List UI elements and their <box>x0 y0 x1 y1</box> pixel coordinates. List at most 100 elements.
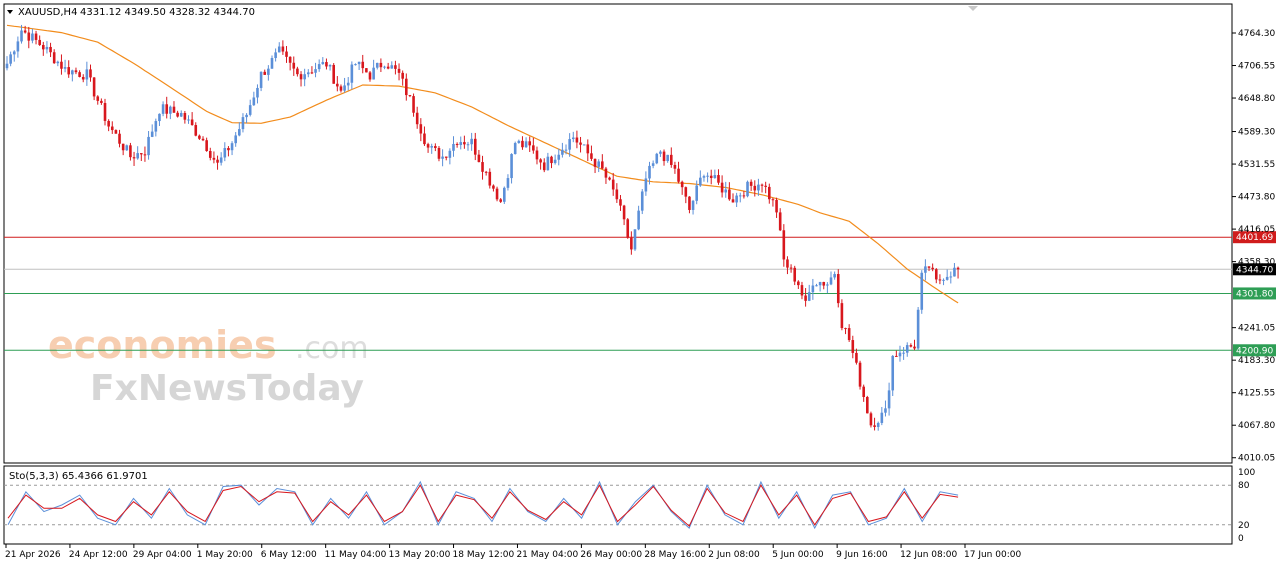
candle[interactable] <box>938 274 942 285</box>
candle[interactable] <box>125 144 129 151</box>
candle[interactable] <box>473 132 477 161</box>
candle[interactable] <box>60 54 63 75</box>
candle[interactable] <box>695 180 698 205</box>
candle[interactable] <box>735 192 738 208</box>
candle[interactable] <box>477 149 481 163</box>
candle[interactable] <box>52 49 56 64</box>
candle[interactable] <box>292 56 296 76</box>
candle[interactable] <box>902 346 905 360</box>
candle[interactable] <box>405 73 408 101</box>
candle[interactable] <box>622 204 626 226</box>
candle[interactable] <box>132 151 136 166</box>
candle[interactable] <box>691 199 695 215</box>
candle[interactable] <box>354 63 357 66</box>
candle[interactable] <box>419 118 423 142</box>
candle[interactable] <box>241 113 245 133</box>
candle[interactable] <box>713 169 717 179</box>
candle[interactable] <box>263 69 267 75</box>
candle[interactable] <box>797 280 800 289</box>
candle[interactable] <box>782 224 786 267</box>
candle[interactable] <box>118 129 121 148</box>
candle[interactable] <box>742 190 746 199</box>
candle[interactable] <box>895 350 898 357</box>
candle[interactable] <box>876 421 880 431</box>
candle[interactable] <box>571 131 575 143</box>
candle[interactable] <box>452 136 455 157</box>
candle[interactable] <box>310 66 314 75</box>
candle[interactable] <box>517 139 521 144</box>
candle[interactable] <box>306 69 310 78</box>
candle[interactable] <box>9 51 12 67</box>
candle[interactable] <box>194 122 198 137</box>
candle[interactable] <box>96 95 100 105</box>
candle[interactable] <box>71 69 74 82</box>
candle[interactable] <box>873 417 876 431</box>
candle[interactable] <box>764 181 767 194</box>
candle[interactable] <box>709 169 713 185</box>
candle[interactable] <box>190 112 194 126</box>
candle[interactable] <box>430 143 434 154</box>
candle[interactable] <box>325 58 328 70</box>
candle[interactable] <box>415 106 419 129</box>
candle[interactable] <box>492 184 495 192</box>
candle[interactable] <box>909 343 913 348</box>
candle[interactable] <box>630 231 633 255</box>
candle[interactable] <box>317 59 321 72</box>
candle[interactable] <box>532 137 535 154</box>
candle[interactable] <box>169 105 172 120</box>
candle[interactable] <box>42 41 45 56</box>
candle[interactable] <box>201 136 205 142</box>
candle[interactable] <box>350 61 354 90</box>
candle[interactable] <box>688 196 691 214</box>
candle[interactable] <box>495 186 499 202</box>
candle[interactable] <box>270 55 274 69</box>
candle[interactable] <box>945 269 949 281</box>
candle[interactable] <box>314 62 317 78</box>
candle[interactable] <box>749 179 753 191</box>
candle[interactable] <box>728 182 731 201</box>
candle[interactable] <box>346 77 350 91</box>
candle[interactable] <box>528 136 532 152</box>
candle[interactable] <box>659 150 662 157</box>
candle[interactable] <box>757 178 760 196</box>
candle[interactable] <box>296 66 299 77</box>
candle[interactable] <box>303 68 306 87</box>
candle[interactable] <box>423 126 426 146</box>
candle[interactable] <box>880 406 884 426</box>
candle[interactable] <box>383 65 386 70</box>
candle[interactable] <box>288 56 292 71</box>
candle[interactable] <box>684 186 688 204</box>
candle[interactable] <box>12 50 16 62</box>
candle[interactable] <box>179 110 183 118</box>
candle[interactable] <box>245 113 248 124</box>
candle[interactable] <box>916 307 920 351</box>
candle[interactable] <box>67 60 71 78</box>
candle[interactable] <box>23 25 27 34</box>
candle[interactable] <box>386 62 390 70</box>
candle[interactable] <box>375 62 379 70</box>
candle[interactable] <box>818 281 822 292</box>
candle[interactable] <box>339 84 343 93</box>
candle[interactable] <box>510 153 513 184</box>
candle[interactable] <box>666 154 669 163</box>
candle[interactable] <box>78 70 81 78</box>
candle[interactable] <box>357 61 361 71</box>
candle[interactable] <box>183 110 187 124</box>
candle[interactable] <box>608 176 611 181</box>
candle[interactable] <box>586 139 590 162</box>
candle[interactable] <box>150 124 154 138</box>
candle[interactable] <box>615 183 619 203</box>
candle[interactable] <box>267 65 270 81</box>
candle[interactable] <box>140 153 143 162</box>
candle[interactable] <box>582 144 586 146</box>
candle[interactable] <box>256 84 259 104</box>
candle[interactable] <box>891 355 895 396</box>
candle[interactable] <box>546 152 550 171</box>
candle[interactable] <box>855 348 858 365</box>
candle[interactable] <box>397 63 401 81</box>
candle[interactable] <box>89 64 92 82</box>
candle[interactable] <box>833 271 836 280</box>
candle[interactable] <box>230 141 234 156</box>
candle[interactable] <box>619 195 622 211</box>
candle[interactable] <box>717 169 720 185</box>
